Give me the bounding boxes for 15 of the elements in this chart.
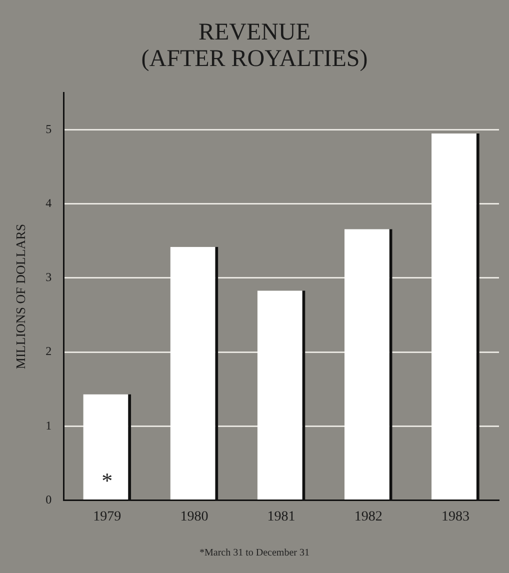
y-tick-label: 3	[46, 270, 52, 284]
y-tick-label: 0	[46, 492, 52, 506]
y-axis-title: MILLIONS OF DOLLARS	[13, 224, 28, 370]
y-tick-label: 1	[46, 418, 52, 432]
x-tick-label: 1979	[93, 509, 122, 524]
chart-title: REVENUE (AFTER ROYALTIES)	[141, 19, 368, 72]
y-tick-label: 4	[46, 196, 52, 210]
annotation: *	[102, 468, 113, 493]
x-tick-label: 1980	[180, 509, 208, 524]
y-tick-label: 2	[46, 344, 52, 358]
x-tick-label: 1983	[441, 509, 470, 524]
x-tick-label: 1981	[267, 509, 296, 524]
x-tick-label: 1982	[354, 509, 382, 524]
y-tick-label: 5	[46, 122, 52, 136]
text: *March 31 to December 31	[200, 548, 310, 559]
